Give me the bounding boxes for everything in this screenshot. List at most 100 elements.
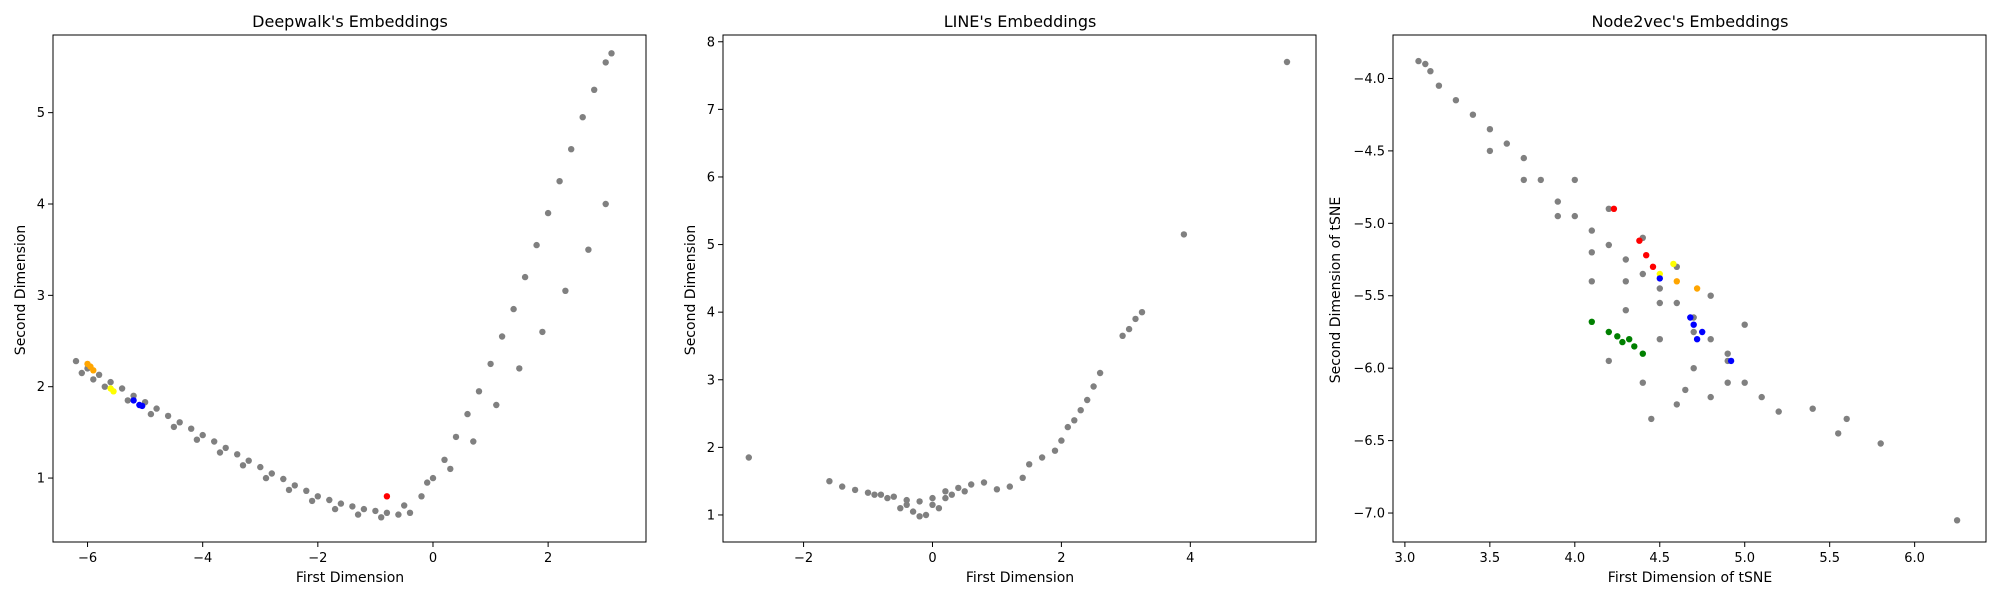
line-ytick-label: 1	[707, 508, 715, 523]
node2vec-point	[1682, 386, 1689, 394]
line-point	[884, 494, 891, 502]
node2vec-point	[1631, 343, 1638, 350]
deepwalk-point	[475, 388, 483, 395]
line-point	[1064, 423, 1072, 431]
line-point	[929, 494, 936, 502]
node2vec-point	[1670, 260, 1677, 268]
line-point	[1283, 58, 1291, 66]
node2vec-ytick-label: −6.5	[1353, 434, 1385, 449]
node2vec-point	[1699, 328, 1706, 336]
line-point	[745, 454, 752, 461]
node2vec-point	[1610, 205, 1618, 212]
line-point	[942, 494, 949, 502]
deepwalk-point	[101, 383, 109, 390]
line-point	[877, 491, 885, 498]
deepwalk-chart: Deepwalk's Embeddings First Dimension Se…	[13, 12, 647, 586]
node2vec-point	[1673, 278, 1681, 285]
node2vec-point	[1614, 333, 1621, 340]
line-point	[922, 511, 930, 519]
node2vec-point	[1486, 126, 1494, 133]
deepwalk-xtick-label: −2	[308, 551, 327, 566]
node2vec-axes-frame	[1392, 34, 1987, 543]
deepwalk-point	[464, 410, 471, 418]
line-point	[916, 513, 923, 520]
deepwalk-point	[441, 456, 448, 463]
deepwalk-point	[539, 328, 546, 336]
line-point	[1180, 231, 1188, 238]
deepwalk-ytick-label: 2	[37, 380, 45, 395]
deepwalk-point	[395, 511, 402, 518]
line-point	[1038, 454, 1046, 461]
deepwalk-ytick-label: 1	[37, 472, 45, 487]
line-point	[961, 488, 968, 495]
node2vec-point	[1673, 401, 1681, 408]
line-point	[826, 478, 833, 485]
line-point	[903, 501, 910, 508]
node2vec-ytick-label: −7.0	[1353, 507, 1385, 522]
deepwalk-point	[487, 360, 494, 368]
deepwalk-point	[498, 333, 506, 340]
line-point	[890, 493, 897, 500]
deepwalk-point	[147, 410, 155, 418]
line-point	[1084, 396, 1091, 404]
line-point	[1132, 315, 1139, 323]
line-ytick-label: 7	[707, 103, 715, 118]
node2vec-point	[1626, 336, 1633, 343]
node2vec-point	[1707, 336, 1714, 343]
node2vec-point	[1741, 379, 1748, 386]
deepwalk-point	[562, 287, 569, 294]
node2vec-point	[1656, 275, 1664, 282]
deepwalk-point	[268, 470, 275, 477]
node2vec-xlabel: First Dimension of tSNE	[1608, 570, 1772, 586]
node2vec-point	[1588, 278, 1596, 285]
node2vec-point	[1758, 393, 1765, 401]
node2vec-point	[1554, 212, 1562, 220]
deepwalk-point	[354, 511, 362, 518]
deepwalk-point	[193, 436, 201, 443]
line-point	[839, 483, 846, 490]
node2vec-point	[1877, 440, 1884, 447]
deepwalk-ytick-label: 4	[37, 198, 45, 213]
node2vec-point	[1724, 379, 1731, 386]
deepwalk-xtick-label: 0	[429, 551, 437, 566]
node2vec-point	[1486, 147, 1494, 155]
deepwalk-point	[239, 462, 247, 469]
node2vec-ylabel: Second Dimension of tSNE	[1328, 197, 1344, 383]
deepwalk-point	[280, 475, 287, 483]
node2vec-point	[1554, 198, 1562, 205]
node2vec-point	[1520, 154, 1528, 162]
node2vec-point	[1520, 176, 1528, 184]
node2vec-points	[1415, 57, 1961, 524]
deepwalk-point	[211, 438, 218, 445]
node2vec-point	[1690, 365, 1697, 372]
line-point	[916, 498, 923, 505]
node2vec-point	[1835, 430, 1842, 437]
node2vec-ytick-label: −4.5	[1353, 144, 1385, 159]
deepwalk-point	[493, 401, 500, 409]
node2vec-point	[1687, 314, 1694, 321]
deepwalk-point	[533, 241, 540, 249]
deepwalk-point	[139, 402, 146, 410]
deepwalk-point	[349, 503, 356, 510]
node2vec-point	[1605, 205, 1613, 212]
line-point	[1051, 447, 1059, 454]
node2vec-point	[1643, 252, 1650, 259]
deepwalk-point	[591, 86, 598, 94]
node2vec-point	[1693, 285, 1701, 292]
node2vec-point	[1452, 97, 1460, 104]
line-title: LINE's Embeddings	[944, 12, 1097, 31]
node2vec-point	[1639, 379, 1647, 386]
line-point	[1119, 332, 1126, 339]
deepwalk-point	[72, 357, 80, 365]
line-ytick-label: 5	[707, 238, 715, 253]
line-ytick-label: 6	[707, 170, 715, 185]
line-xtick-label: 4	[1186, 551, 1194, 566]
deepwalk-point	[516, 365, 523, 372]
node2vec-point	[1422, 60, 1429, 68]
deepwalk-ytick-label: 3	[37, 289, 45, 304]
deepwalk-title: Deepwalk's Embeddings	[252, 12, 448, 31]
deepwalk-axes-frame	[52, 34, 647, 543]
node2vec-point	[1619, 338, 1626, 346]
deepwalk-point	[331, 505, 339, 513]
